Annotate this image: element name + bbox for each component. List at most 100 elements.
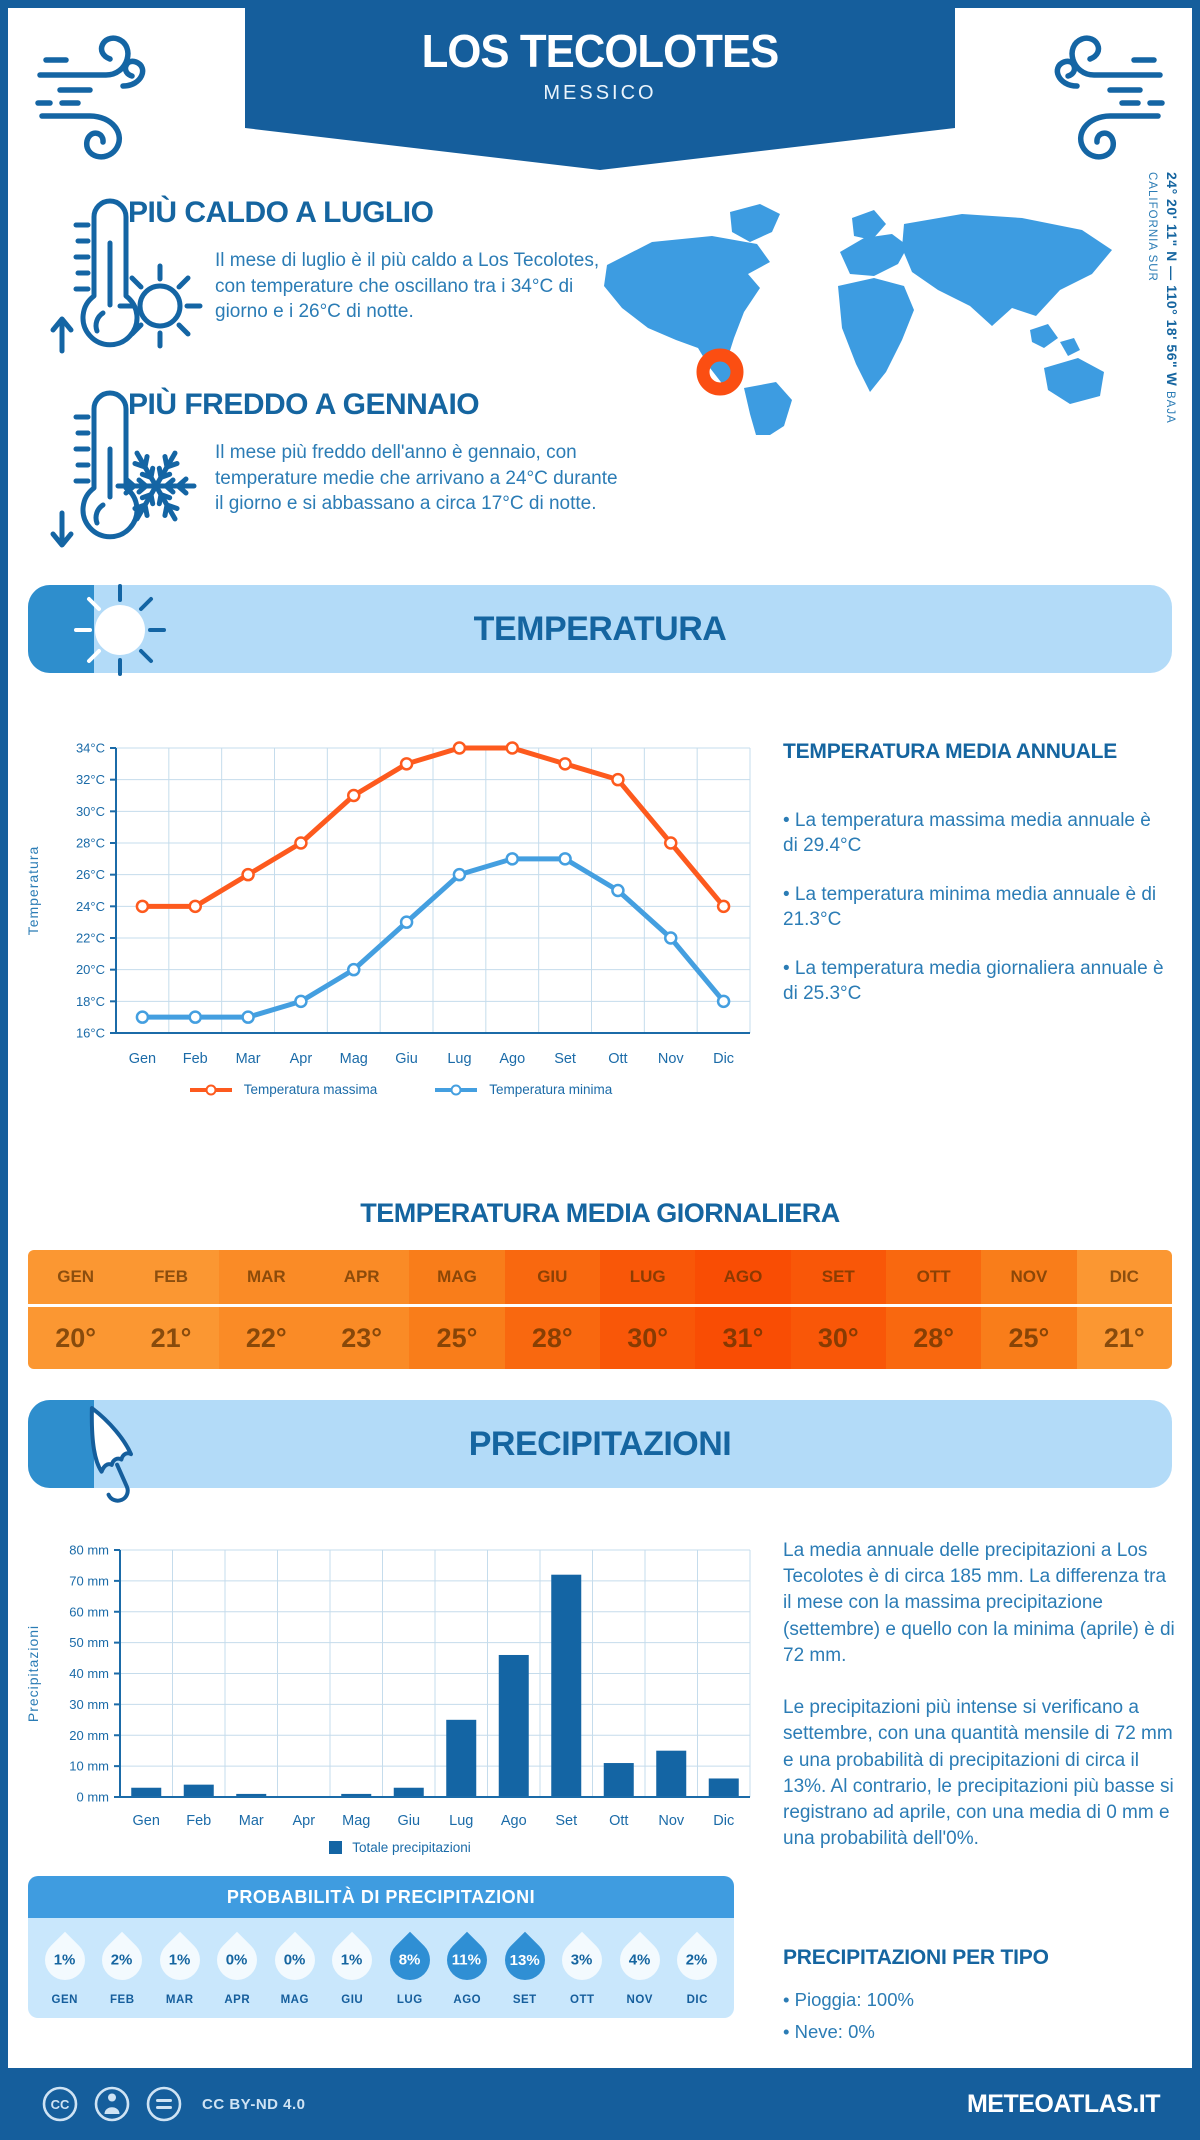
svg-text:Apr: Apr	[292, 1813, 315, 1829]
probability-item: 2% DIC	[668, 1931, 727, 2006]
attribution-icon	[94, 2086, 130, 2122]
daily-mean-month-cell: GEN	[28, 1250, 124, 1307]
header-banner	[245, 0, 955, 170]
svg-text:Gen: Gen	[133, 1813, 160, 1829]
precipitation-types-bullets: • Pioggia: 100% • Neve: 0%	[783, 1984, 1175, 2049]
svg-text:80 mm: 80 mm	[69, 1543, 109, 1558]
probability-panel: PROBABILITÀ DI PRECIPITAZIONI 1% GEN 2% …	[28, 1876, 734, 2018]
snowflake-icon	[108, 438, 204, 534]
probability-heading: PROBABILITÀ DI PRECIPITAZIONI	[28, 1876, 734, 1918]
legend-item-min: Temperatura minima	[433, 1082, 612, 1097]
no-derivatives-icon	[146, 2086, 182, 2122]
region-text: BAJA CALIFORNIA SUR	[1146, 172, 1176, 423]
probability-body: 1% GEN 2% FEB 1% MAR 0% APR 0% MAG 1% GI…	[28, 1918, 734, 2018]
svg-text:34°C: 34°C	[76, 741, 105, 756]
min-line-sample	[435, 1084, 478, 1095]
svg-text:Mar: Mar	[236, 1051, 261, 1067]
license-label: CC BY-ND 4.0	[202, 2095, 306, 2113]
svg-text:Nov: Nov	[658, 1813, 685, 1829]
temperature-section-title: TEMPERATURA	[473, 609, 727, 648]
precipitation-paragraph-2: Le precipitazioni più intense si verific…	[783, 1697, 1174, 1850]
svg-text:Nov: Nov	[658, 1051, 685, 1067]
daily-mean-month-cell: NOV	[981, 1250, 1077, 1307]
daily-mean-month-cell: LUG	[599, 1250, 696, 1307]
svg-text:30°C: 30°C	[76, 804, 105, 819]
svg-text:16°C: 16°C	[76, 1026, 105, 1041]
raindrop-icon: 3%	[553, 1931, 611, 1989]
daily-mean-value-cell: 25°	[981, 1307, 1077, 1369]
probability-month: MAR	[165, 1994, 194, 2006]
precipitation-text: La media annuale delle precipitazioni a …	[783, 1538, 1175, 1878]
svg-text:Giu: Giu	[397, 1813, 420, 1829]
precipitation-section-banner: PRECIPITAZIONI	[28, 1400, 1172, 1503]
svg-text:60 mm: 60 mm	[69, 1604, 109, 1619]
annual-average-bullet: • La temperatura massima media annuale è…	[783, 810, 1151, 857]
raindrop-icon: 1%	[36, 1931, 94, 1989]
hot-month-title: PIÙ CALDO A LUGLIO	[128, 196, 434, 229]
svg-text:Ott: Ott	[608, 1051, 627, 1067]
precipitation-type-bullet: • Pioggia: 100%	[783, 1989, 914, 2010]
daily-mean-month-cell: AGO	[695, 1250, 791, 1307]
svg-text:32°C: 32°C	[76, 772, 105, 787]
legend-item-max: Temperatura massima	[188, 1082, 377, 1097]
site-name: METEOATLAS.IT	[966, 2089, 1161, 2118]
daily-mean-month-cell: MAR	[218, 1250, 314, 1307]
daily-mean-value-row: 20° 21° 22° 23° 25° 28° 30° 31° 30° 28° 25° 21°	[28, 1307, 1172, 1369]
probability-item: 11% AGO	[438, 1931, 497, 2006]
daily-mean-month-cell: MAG	[409, 1250, 505, 1307]
raindrop-icon: 1%	[323, 1931, 381, 1989]
temperature-section-banner: TEMPERATURA	[28, 584, 1172, 676]
probability-value: 1%	[341, 1951, 364, 1969]
probability-item: 3% OTT	[553, 1931, 612, 2006]
hot-month-text: Il mese di luglio è il più caldo a Los T…	[215, 250, 600, 323]
raindrop-icon: 4%	[611, 1931, 669, 1989]
svg-text:Set: Set	[555, 1813, 577, 1829]
svg-text:26°C: 26°C	[76, 867, 105, 882]
probability-value: 2%	[686, 1951, 709, 1969]
daily-mean-month-cell: SET	[790, 1250, 886, 1307]
daily-mean-value-cell: 28°	[885, 1307, 982, 1369]
svg-text:Feb: Feb	[186, 1813, 211, 1829]
svg-text:18°C: 18°C	[76, 994, 105, 1009]
svg-text:Mag: Mag	[340, 1051, 368, 1067]
svg-text:Giu: Giu	[395, 1051, 418, 1067]
svg-text:Set: Set	[554, 1051, 576, 1067]
daily-mean-value-cell: 25°	[409, 1307, 505, 1369]
svg-text:Feb: Feb	[183, 1051, 208, 1067]
probability-value: 11%	[452, 1951, 482, 1969]
svg-text:70 mm: 70 mm	[69, 1573, 109, 1588]
svg-text:30 mm: 30 mm	[69, 1697, 109, 1712]
temperature-chart-legend: Temperatura massima Temperatura minima	[60, 1082, 740, 1097]
probability-month: NOV	[626, 1994, 653, 2006]
probability-month: SET	[512, 1994, 537, 2006]
probability-month: APR	[224, 1994, 251, 2006]
svg-text:20°C: 20°C	[76, 962, 105, 977]
daily-mean-month-cell: APR	[313, 1250, 410, 1307]
raindrop-icon: 1%	[151, 1931, 209, 1989]
probability-value: 0%	[226, 1951, 249, 1969]
umbrella-banner-iconbox	[28, 1400, 94, 1488]
legend-item-total: Totale precipitazioni	[329, 1840, 471, 1855]
probability-month: AGO	[453, 1994, 482, 2006]
raindrop-icon: 11%	[438, 1931, 496, 1989]
cold-month-title: PIÙ FREDDO A GENNAIO	[128, 388, 480, 421]
daily-mean-value-cell: 28°	[504, 1307, 600, 1369]
page-subtitle: MESSICO	[543, 82, 657, 104]
svg-text:Gen: Gen	[129, 1051, 156, 1067]
wind-icon	[1054, 35, 1165, 160]
probability-month: GEN	[51, 1994, 78, 2006]
svg-text:Precipitazioni: Precipitazioni	[25, 1625, 41, 1722]
probability-value: 8%	[398, 1951, 421, 1969]
location-coordinates: 24° 20' 11" N — 110° 18' 56" W BAJA CALI…	[1144, 172, 1180, 472]
daily-mean-month-cell: FEB	[123, 1250, 219, 1307]
probability-month: GIU	[341, 1994, 364, 2006]
probability-item: 8% LUG	[381, 1931, 439, 2006]
probability-value: 1%	[168, 1951, 191, 1969]
sun-banner-icon	[74, 584, 166, 676]
thermometer-cold-icon	[50, 390, 140, 548]
probability-value: 13%	[509, 1951, 540, 1969]
raindrop-icon: 13%	[496, 1931, 554, 1989]
probability-item: 13% SET	[496, 1931, 554, 2006]
raindrop-icon: 2%	[668, 1931, 726, 1989]
